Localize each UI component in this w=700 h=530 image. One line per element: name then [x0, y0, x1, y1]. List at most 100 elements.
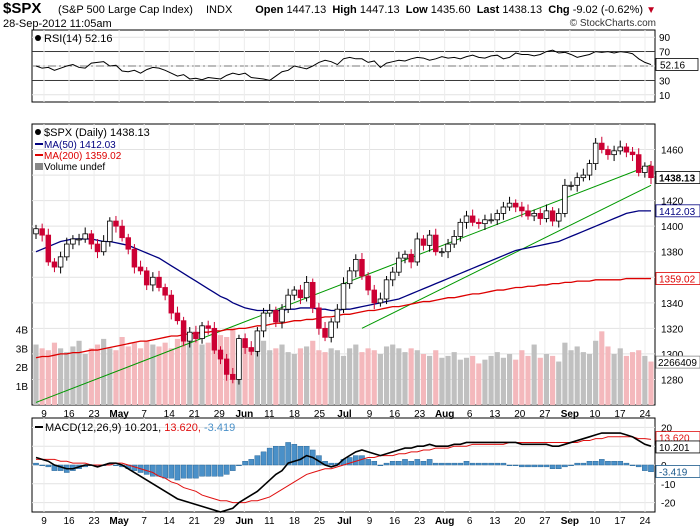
- candle-body: [445, 243, 451, 253]
- macd-histogram-bar: [543, 464, 550, 468]
- rsi-legend: RSI(14) 52.16: [44, 33, 112, 45]
- price-x-tick-label: 14: [164, 409, 176, 420]
- volume-bar: [297, 348, 304, 405]
- macd-histogram-bar: [519, 464, 525, 468]
- candle-body: [211, 327, 218, 351]
- macd-histogram-bar: [476, 462, 482, 466]
- macd-x-tick-label: 6: [467, 516, 473, 527]
- volume-bar: [586, 354, 593, 405]
- macd-x-tick-label: 24: [639, 516, 651, 527]
- candle-body: [168, 294, 175, 314]
- price-x-tick-label: 20: [514, 409, 526, 420]
- candle-body: [500, 206, 507, 214]
- macd-last-label-box: [655, 440, 700, 454]
- volume-bar: [125, 346, 131, 405]
- macd-histogram-bar: [599, 459, 605, 466]
- candle-body: [266, 310, 273, 314]
- volume-bar: [463, 357, 470, 405]
- copyright: © StockCharts.com: [569, 18, 656, 29]
- candle-body: [45, 234, 52, 263]
- candle-body: [230, 373, 236, 380]
- macd-signal-line: [36, 436, 652, 504]
- candle-body: [279, 308, 285, 323]
- volume-bar: [562, 342, 568, 405]
- macd-histogram-bar: [174, 464, 181, 481]
- candle-body: [113, 220, 119, 227]
- volume-bar: [322, 352, 328, 405]
- volume-axis-label: 2B: [16, 363, 29, 374]
- macd-histogram-bar: [365, 459, 371, 466]
- macd-histogram-bar: [642, 464, 648, 471]
- volume-bar: [193, 340, 199, 405]
- volume-bar: [476, 363, 482, 405]
- candle-body: [70, 238, 76, 245]
- price-x-tick-label: Aug: [435, 409, 454, 420]
- macd-histogram-bar: [180, 464, 187, 479]
- macd-histogram-bar: [549, 464, 556, 469]
- candle-body: [420, 238, 427, 246]
- macd-histogram-bar: [531, 464, 537, 468]
- candle-body: [506, 202, 513, 208]
- price-x-tick-label: 23: [89, 409, 101, 420]
- macd-histogram-bar: [414, 459, 421, 466]
- price-x-tick-label: 21: [189, 409, 201, 420]
- macd-x-tick-label: 13: [489, 516, 501, 527]
- candle-body: [389, 271, 396, 281]
- volume-axis-label: 3B: [16, 344, 29, 355]
- candle-body: [100, 241, 107, 253]
- macd-histogram-bar: [420, 461, 427, 466]
- volume-bar: [168, 348, 174, 405]
- candle-body: [242, 338, 248, 348]
- candle-body: [549, 210, 556, 222]
- macd-x-tick-label: Jun: [235, 516, 253, 527]
- volume-bar: [82, 354, 88, 405]
- volume-bar: [427, 355, 433, 405]
- candle-body: [328, 321, 334, 338]
- macd-legend-part: 13.620,: [164, 422, 204, 434]
- volume-bar: [488, 355, 494, 405]
- candle-body: [334, 308, 341, 323]
- volume-bar: [506, 354, 513, 405]
- candle-body: [635, 154, 642, 173]
- macd-x-tick-label: 16: [389, 516, 401, 527]
- price-tick-label: 1460: [661, 146, 684, 157]
- macd-histogram-bar: [291, 444, 298, 466]
- down-arrow-icon: ▼: [646, 5, 656, 16]
- high-label: High: [332, 4, 357, 16]
- price-tick-label: 1420: [661, 197, 684, 208]
- candle-body: [254, 330, 261, 352]
- macd-x-tick-label: 23: [89, 516, 101, 527]
- volume-bar: [260, 340, 267, 405]
- macd-x-tick-label: 23: [414, 516, 426, 527]
- price-legend: $SPX (Daily) 1438.13: [44, 127, 150, 139]
- volume-bar: [568, 350, 574, 405]
- candle-body: [623, 146, 630, 153]
- candle-body: [519, 206, 525, 212]
- volume-bar: [107, 348, 113, 405]
- volume-bar: [433, 350, 439, 405]
- macd-x-tick-label: Aug: [435, 516, 454, 527]
- macd-histogram-bar: [223, 464, 230, 475]
- volume-bar: [187, 337, 193, 405]
- price-x-tick-label: 13: [489, 409, 501, 420]
- volume-bar: [550, 355, 556, 405]
- volume-bar: [267, 350, 273, 405]
- volume-bar: [88, 348, 94, 405]
- macd-histogram-bar: [648, 464, 654, 472]
- price-x-tick-label: 9: [367, 409, 373, 420]
- macd-histogram-bar: [205, 464, 211, 477]
- price-x-tick-label: 23: [414, 409, 426, 420]
- candle-body: [599, 142, 605, 150]
- low-value: 1435.60: [430, 4, 471, 16]
- price-x-tick-label: Sep: [561, 409, 579, 420]
- candle-body: [187, 331, 193, 342]
- rsi-last-label: 52.16: [660, 60, 685, 71]
- candle-body: [297, 289, 304, 299]
- volume-bar: [617, 348, 623, 405]
- macd-histogram-bar: [445, 462, 451, 466]
- exchange-label: INDX: [206, 4, 233, 16]
- volume-bar: [254, 346, 260, 405]
- candle-body: [76, 238, 82, 241]
- volume-bar: [230, 327, 236, 405]
- macd-x-tick-label: 20: [514, 516, 526, 527]
